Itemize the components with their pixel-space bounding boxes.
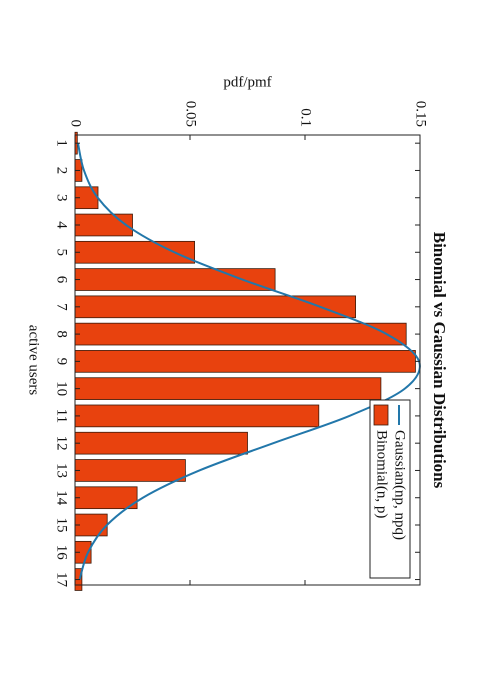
bar [74,213,133,237]
x-tick-label: 8 [54,330,70,338]
x-tick-label: 17 [54,572,70,588]
x-tick-label: 1 [54,139,70,147]
x-tick-label: 13 [54,463,70,478]
y-tick-label: 0.15 [413,101,429,127]
chart-title: Binomial vs Gaussian Distributions [430,232,449,489]
x-tick-label: 6 [54,276,70,284]
x-tick-label: 15 [54,518,70,533]
legend-label: Gaussian(np, npq) [392,430,408,540]
x-tick-label: 7 [54,303,70,311]
x-tick-label: 3 [54,194,70,202]
x-tick-label: 12 [54,436,70,451]
x-tick-label: 4 [54,221,70,229]
bar [74,377,382,400]
x-axis-label: active users [26,325,42,396]
legend-swatch [373,404,389,426]
bar [74,404,320,428]
legend-label: Binomial(n, p) [374,430,390,518]
x-tick-label: 14 [54,490,70,506]
bar [74,431,248,455]
y-tick-label: 0.05 [183,101,199,127]
y-tick-label: 0.1 [298,108,314,127]
x-tick-label: 2 [54,167,70,175]
bar [74,350,416,373]
bar [74,486,138,510]
x-tick-label: 9 [54,358,70,366]
x-tick-label: 16 [54,545,70,561]
bar [74,295,356,319]
x-tick-label: 11 [54,409,70,423]
y-tick-label: 0 [68,120,84,128]
axes-box [74,134,421,586]
bar [74,459,186,482]
legend-box [369,399,411,579]
bar [74,322,407,346]
x-tick-label: 10 [54,381,70,396]
x-tick-label: 5 [54,249,70,257]
y-axis-label: pdf/pmf [223,74,271,90]
